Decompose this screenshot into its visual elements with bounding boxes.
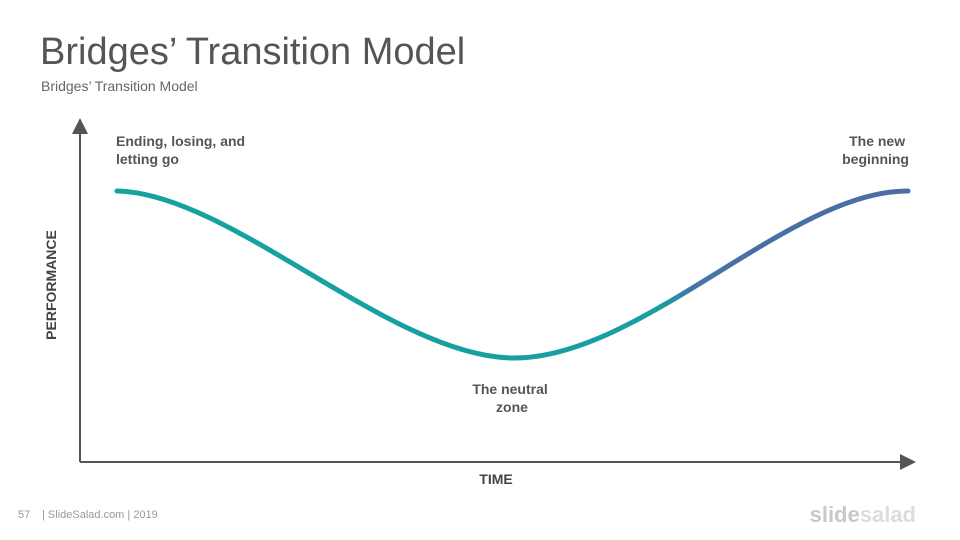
transition-curve: [114, 188, 911, 361]
subtitle: Bridges’ Transition Model: [41, 78, 198, 94]
annotation-line: letting go: [116, 151, 179, 167]
x-axis-label: TIME: [479, 471, 512, 487]
annotation-new: The new beginning: [842, 133, 909, 167]
annotation-ending: Ending, losing, and letting go: [116, 133, 249, 167]
footer-source: | SlideSalad.com | 2019: [42, 509, 158, 521]
y-axis-label: PERFORMANCE: [43, 230, 59, 340]
page-number: 57: [18, 509, 30, 521]
annotation-line: The neutral: [472, 381, 547, 397]
annotation-neutral: The neutral zone: [472, 381, 551, 415]
annotation-line: zone: [496, 399, 528, 415]
annotation-line: Ending, losing, and: [116, 133, 245, 149]
annotation-line: beginning: [842, 151, 909, 167]
logo-part: salad: [860, 502, 916, 527]
logo-part: slide: [810, 502, 860, 527]
logo: slidesalad: [810, 502, 916, 527]
annotation-line: The new: [849, 133, 905, 149]
title: Bridges’ Transition Model: [40, 31, 465, 73]
